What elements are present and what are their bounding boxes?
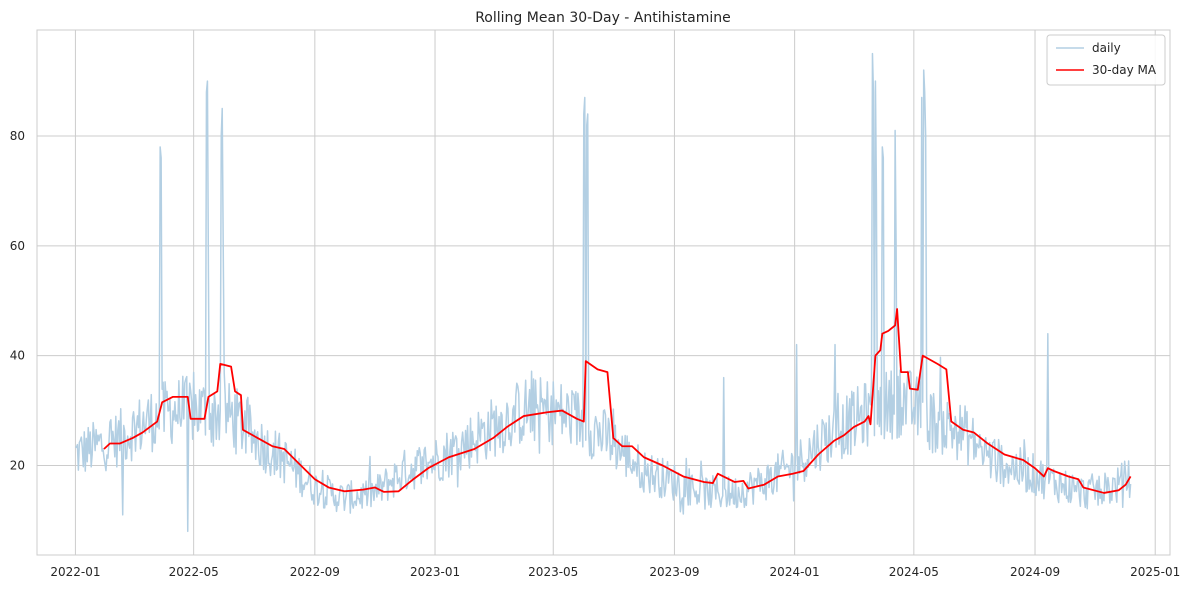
x-tick-label: 2023-05 <box>528 565 578 579</box>
y-tick-label: 40 <box>10 349 25 363</box>
legend-ma-label: 30-day MA <box>1092 63 1157 77</box>
x-tick-label: 2023-09 <box>649 565 699 579</box>
tick-layer: 2022-01 2022-05 2022-09 2023-01 2023-05 2023-… <box>10 129 1181 579</box>
y-tick-label: 60 <box>10 239 25 253</box>
x-tick-label: 2024-05 <box>889 565 939 579</box>
x-tick-label: 2024-09 <box>1010 565 1060 579</box>
legend: daily 30-day MA <box>1046 34 1166 86</box>
x-tick-label: 2022-09 <box>290 565 340 579</box>
series-layer <box>74 52 1132 533</box>
series-ma-line <box>103 308 1132 494</box>
legend-daily-label: daily <box>1092 41 1121 55</box>
y-tick-label: 80 <box>10 129 25 143</box>
grid-layer <box>37 30 1170 555</box>
x-tick-label: 2024-01 <box>770 565 820 579</box>
chart-title: Rolling Mean 30-Day - Antihistamine <box>475 10 731 26</box>
x-tick-label: 2022-05 <box>169 565 219 579</box>
x-tick-label: 2025-01 <box>1130 565 1180 579</box>
x-tick-label: 2023-01 <box>410 565 460 579</box>
plot-frame <box>36 29 1171 556</box>
x-tick-label: 2022-01 <box>50 565 100 579</box>
y-tick-label: 20 <box>10 458 25 472</box>
